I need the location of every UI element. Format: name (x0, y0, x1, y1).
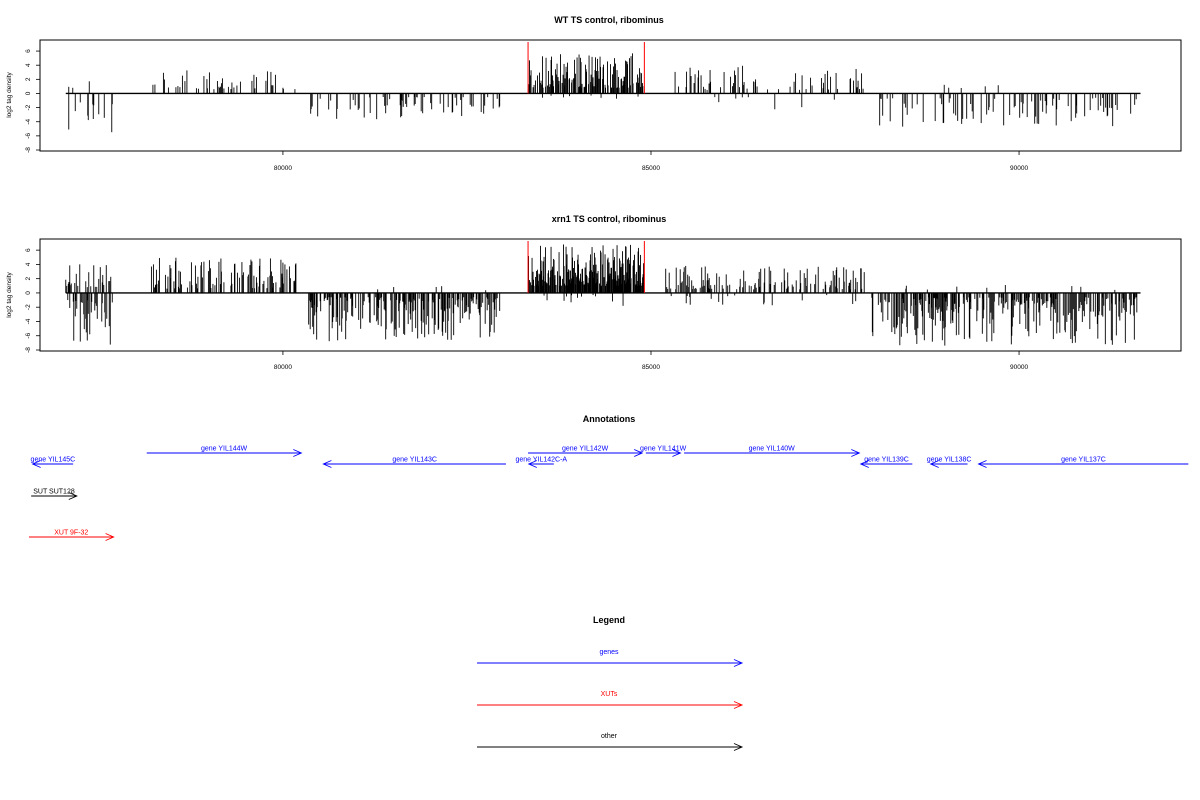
annotation-label: gene YIL142W (562, 446, 609, 453)
wt-track-title: WT TS control, ribominus (554, 15, 664, 25)
annotations-title: Annotations (583, 414, 636, 424)
xrn1-y-tick-label: -2 (25, 304, 32, 310)
annotation-arrow-head (859, 460, 869, 468)
annotation-sut-sut128: SUT SUT128 (31, 489, 78, 500)
annotation-arrow-head (527, 460, 537, 468)
annotation-label: gene YIL137C (1061, 457, 1106, 464)
annotation-arrow-head (672, 449, 682, 457)
annotation-arrow-head (633, 449, 644, 457)
annotation-gene-yil144w: gene YIL144W (146, 446, 303, 457)
xrn1-y-tick-label: 6 (25, 248, 32, 252)
annotation-arrow-head (293, 449, 303, 457)
annotation-gene-yil139c: gene YIL139C (859, 457, 913, 468)
xrn1-track-title: xrn1 TS control, ribominus (552, 214, 667, 224)
xrn1-y-tick-label: -4 (25, 318, 32, 324)
annotation-arrow-head (105, 533, 115, 541)
wt-y-axis-label: log2 tag density (6, 71, 13, 117)
annotation-label: gene YIL138C (927, 457, 972, 464)
wt-y-tick-label: 4 (25, 63, 32, 67)
xrn1-y-tick-label: 0 (25, 291, 32, 295)
annotation-gene-yil142w: gene YIL142W (528, 446, 644, 457)
legend-title: Legend (593, 615, 625, 625)
wt-track-panel: WT TS control, ribominus 6 4 2 0 -2 -4 -6 -8 800… (6, 15, 1182, 172)
wt-y-tick-label: 6 (25, 49, 32, 53)
annotation-xut-9f-32: XUT 9F-32 (28, 530, 115, 541)
annotation-gene-yil137c: gene YIL137C (977, 457, 1189, 468)
annotation-arrow-head (929, 460, 939, 468)
xrn1-axes: 6 4 2 0 -2 -4 -6 -8 80000 85000 90000 (25, 248, 1028, 371)
annotation-label: gene YIL143C (392, 457, 437, 464)
xrn1-plot-frame (39, 238, 1182, 352)
legend-label: other (601, 733, 618, 740)
xrn1-y-tick-label: 2 (25, 276, 32, 280)
annotation-gene-yil141w: gene YIL141W (640, 446, 687, 457)
legend-panel: Legend genes XUTs other (477, 615, 744, 751)
xrn1-bars (65, 241, 1141, 346)
annotation-gene-yil142c-a: gene YIL142C-A (515, 457, 567, 468)
xrn1-y-axis-label: log2 tag density (6, 271, 13, 317)
xrn1-x-tick-label: 85000 (642, 364, 660, 371)
legend-item-genes: genes (477, 649, 744, 667)
annotation-label: gene YIL144W (201, 446, 248, 453)
legend-arrow-head (733, 701, 744, 709)
annotation-label: SUT SUT128 (33, 489, 75, 496)
xrn1-track-panel: xrn1 TS control, ribominus 6 4 2 0 -2 -4 -6 -8 8… (6, 214, 1182, 371)
legend-items: genes XUTs other (477, 649, 744, 751)
annotation-label: gene YIL139C (864, 457, 909, 464)
wt-y-tick-label: -4 (25, 118, 32, 124)
annotation-label: gene YIL145C (31, 457, 76, 464)
legend-label: XUTs (601, 691, 618, 698)
xrn1-y-tick-label: -8 (25, 347, 32, 353)
wt-plot-frame (39, 39, 1182, 152)
wt-y-tick-label: 0 (25, 91, 32, 95)
wt-bars (65, 42, 1141, 133)
xrn1-x-tick-label: 80000 (274, 364, 292, 371)
wt-y-tick-label: -2 (25, 104, 32, 110)
legend-arrow-head (733, 743, 744, 751)
xrn1-y-tick-label: 4 (25, 262, 32, 266)
legend-label: genes (599, 649, 619, 656)
xrn1-y-tick-label: -6 (25, 332, 32, 338)
wt-y-tick-label: -6 (25, 133, 32, 139)
annotation-arrow-head (31, 460, 41, 468)
wt-x-tick-label: 90000 (1010, 165, 1028, 172)
legend-item-xuts: XUTs (477, 691, 744, 709)
annotation-gene-yil140w: gene YIL140W (684, 446, 861, 457)
annotation-arrow-head (322, 460, 332, 468)
annotation-gene-yil138c: gene YIL138C (927, 457, 972, 468)
xrn1-x-tick-label: 90000 (1010, 364, 1028, 371)
annotation-items: gene YIL145C gene YIL144W gene YIL143C gene… (28, 446, 1189, 541)
annotation-label: XUT 9F-32 (54, 530, 88, 537)
wt-axes: 6 4 2 0 -2 -4 -6 -8 80000 85000 90000 (25, 49, 1028, 172)
wt-x-tick-label: 80000 (274, 165, 292, 172)
annotation-arrow-head (977, 460, 987, 468)
annotation-arrow-head (68, 492, 78, 500)
legend-arrow-head (733, 659, 744, 667)
legend-item-other: other (477, 733, 744, 751)
annotation-label: gene YIL141W (640, 446, 687, 453)
wt-x-tick-label: 85000 (642, 165, 660, 172)
annotation-gene-yil143c: gene YIL143C (322, 457, 506, 468)
annotation-label: gene YIL142C-A (515, 457, 567, 464)
annotation-arrow-head (851, 449, 861, 457)
annotation-label: gene YIL140W (749, 446, 796, 453)
annotation-gene-yil145c: gene YIL145C (31, 457, 76, 468)
wt-y-tick-label: -8 (25, 147, 32, 153)
wt-y-tick-label: 2 (25, 77, 32, 81)
